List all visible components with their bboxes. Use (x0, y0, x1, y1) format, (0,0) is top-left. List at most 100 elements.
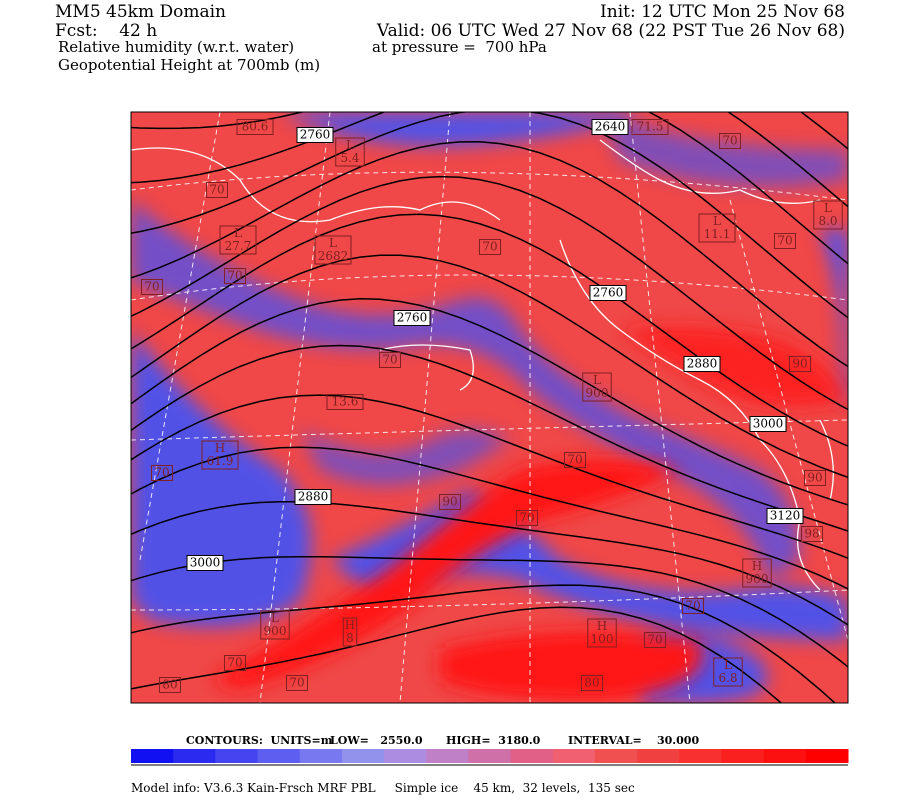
map-label: 70 (382, 353, 397, 367)
map-label: 70 (209, 183, 224, 197)
map-label: L 5.4 (340, 138, 359, 165)
colorbar-cell (468, 749, 512, 763)
colorbar-cell (341, 749, 385, 763)
contour-line (131, 213, 848, 447)
map-label: H 61.9 (207, 441, 234, 468)
map-label: 80 (162, 678, 177, 692)
label-box (589, 285, 627, 301)
colorbar-cell (805, 749, 849, 763)
label-box (326, 394, 364, 410)
coastlines (131, 139, 834, 591)
label-box (801, 526, 823, 542)
label-box (439, 494, 461, 510)
label-box (393, 310, 431, 326)
contour-line (131, 141, 848, 368)
map-label: 2760 (300, 128, 331, 142)
label-box (587, 618, 617, 648)
label-box (186, 555, 224, 571)
map-label: 13.6 (332, 395, 359, 409)
contour-high: HIGH= 3180.0 (446, 734, 541, 747)
label-box (749, 416, 787, 432)
map-label: L 11.1 (704, 214, 731, 241)
label-box (813, 200, 843, 230)
map-label: 70 (154, 466, 169, 480)
map-label: L 2682 (318, 236, 349, 263)
label-box (342, 617, 358, 647)
label-box (774, 233, 796, 249)
label-box (296, 127, 334, 143)
map-label: 3000 (190, 556, 221, 570)
label-box (682, 598, 704, 614)
map-label: 90 (792, 357, 807, 371)
colorbar-cell (426, 749, 469, 763)
label-box (151, 465, 173, 481)
label-box (719, 133, 741, 149)
label-box (335, 137, 365, 167)
colorbar-cell (257, 749, 301, 763)
footer: Model info: V3.6.3 Kain-Frsch MRF PBL Si… (131, 781, 635, 795)
label-box (314, 235, 352, 265)
map-label: L 27.7 (225, 226, 252, 253)
map-label: 3000 (753, 417, 784, 431)
label-box (379, 352, 401, 368)
map-label: 71.5 (637, 120, 664, 134)
map-label: H 900 (746, 559, 769, 586)
label-box (141, 279, 163, 295)
contour-line (131, 446, 848, 590)
contour-line (131, 112, 848, 208)
map-label: 70 (227, 656, 242, 670)
contour-interval: INTERVAL= 30.000 (568, 734, 699, 747)
map-label: 90 (442, 495, 457, 509)
map-label: 70 (482, 240, 497, 254)
map-label: 70 (777, 234, 792, 248)
colorbar-cell (679, 749, 722, 763)
map-label: 70 (289, 676, 304, 690)
colorbar (131, 749, 849, 766)
map-label: 98 (804, 527, 819, 541)
field-2: Geopotential Height at 700mb (m) (58, 56, 320, 74)
label-box (581, 675, 603, 691)
colorbar-cell (215, 749, 259, 763)
title: MM5 45km Domain (55, 2, 226, 22)
label-box (713, 657, 743, 687)
label-box (582, 372, 612, 402)
colorbar-cell (763, 749, 807, 763)
map-label: 2640 (595, 120, 626, 134)
label-box (631, 119, 669, 135)
label-box (644, 632, 666, 648)
map-label: 80 (584, 676, 599, 690)
map-label: 2760 (593, 286, 624, 300)
map-label: 2760 (397, 311, 428, 325)
label-box (683, 356, 721, 372)
map-label: 70 (227, 269, 242, 283)
map-label: H 100 (591, 619, 614, 646)
map-label: L 900 (264, 611, 287, 638)
forecast: Fcst: 42 h (55, 21, 157, 41)
map-label: 70 (519, 511, 534, 525)
contour-line (131, 606, 783, 703)
map-label: L 900 (586, 373, 609, 400)
label-box (206, 182, 228, 198)
map-labels: 2760 L 5.4 80.6 2640 71.5 70 70 L 27.7 L 2682 70 70 70… (141, 119, 843, 693)
label-box (516, 510, 538, 526)
colorbar-cell (384, 749, 427, 763)
contour-line (131, 112, 848, 265)
colorbar-cell (594, 749, 638, 763)
map-label: 70 (567, 453, 582, 467)
label-box (201, 440, 239, 470)
contour-line (131, 394, 848, 560)
map-label: 3120 (770, 509, 801, 523)
colorbar-cell (299, 749, 343, 763)
contour-line (131, 584, 836, 703)
label-box (159, 677, 181, 693)
height-contours (131, 112, 848, 703)
contour-line (131, 500, 848, 626)
colorbar-cell (721, 749, 765, 763)
humidity-max (210, 326, 848, 700)
contour-line (131, 254, 848, 479)
label-box (294, 489, 332, 505)
label-box (742, 558, 772, 588)
map-label: 90 (807, 471, 822, 485)
label-box (219, 225, 257, 255)
